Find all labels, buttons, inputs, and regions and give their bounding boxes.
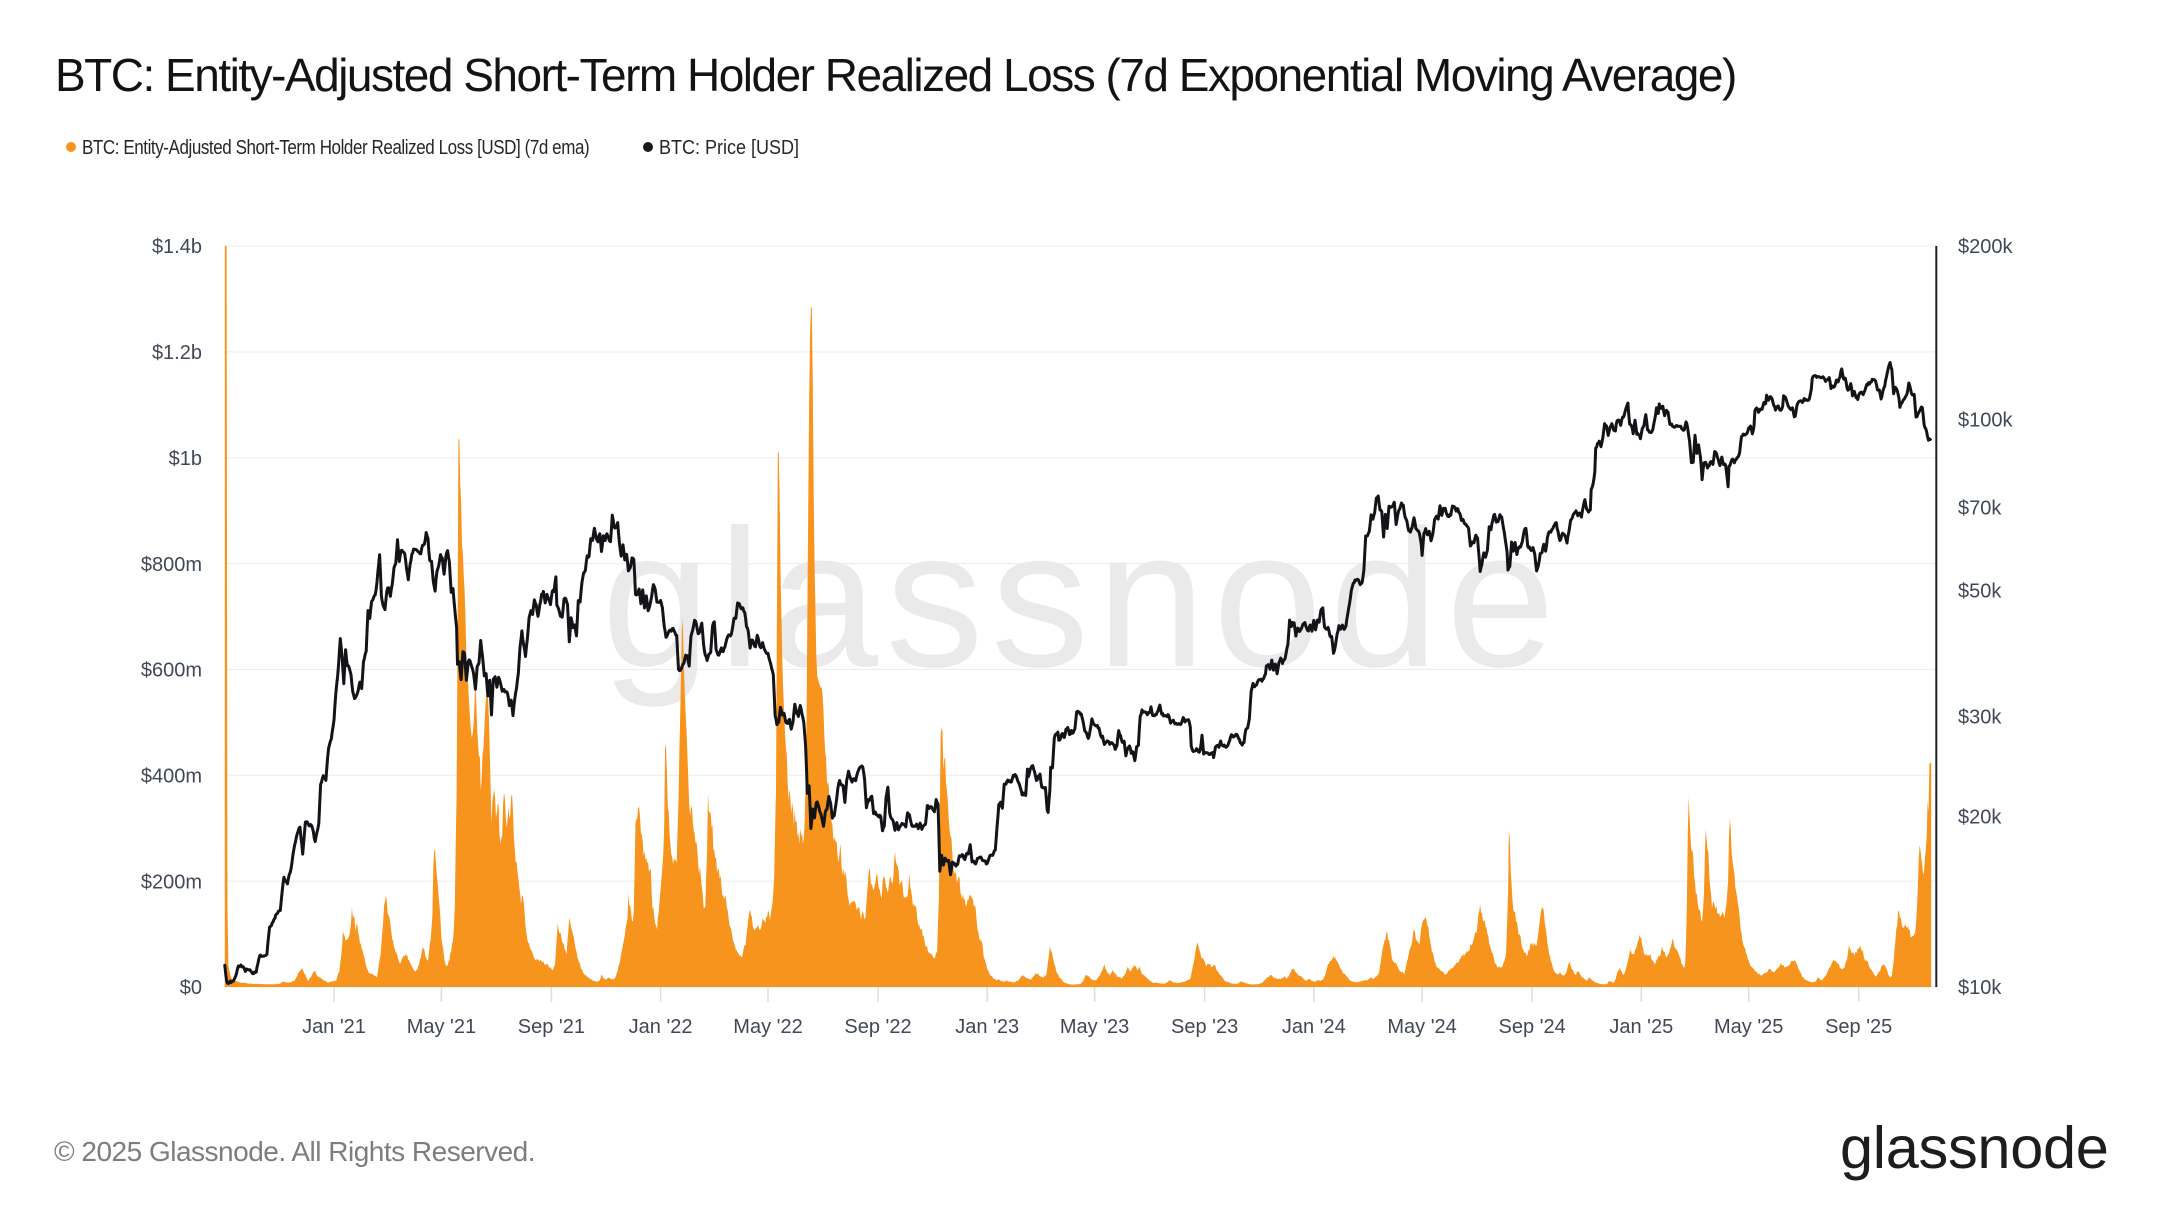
svg-text:$30k: $30k (1958, 706, 2002, 728)
svg-text:$100k: $100k (1958, 409, 2013, 431)
svg-text:glassnode: glassnode (601, 489, 1562, 708)
svg-text:Sep '23: Sep '23 (1171, 1016, 1238, 1038)
svg-text:$0: $0 (180, 977, 202, 999)
svg-text:$10k: $10k (1958, 977, 2002, 999)
svg-text:$200m: $200m (141, 871, 202, 893)
svg-text:$1b: $1b (169, 448, 202, 470)
svg-text:$200k: $200k (1958, 236, 2013, 258)
svg-text:$20k: $20k (1958, 806, 2002, 828)
svg-text:Jan '23: Jan '23 (955, 1016, 1019, 1038)
svg-text:May '23: May '23 (1060, 1016, 1129, 1038)
svg-text:May '21: May '21 (407, 1016, 476, 1038)
svg-text:$1.2b: $1.2b (152, 342, 202, 364)
svg-text:Jan '22: Jan '22 (629, 1016, 693, 1038)
svg-text:$600m: $600m (141, 660, 202, 682)
svg-text:Jan '21: Jan '21 (302, 1016, 366, 1038)
svg-text:$70k: $70k (1958, 497, 2002, 519)
svg-text:$400m: $400m (141, 766, 202, 788)
svg-text:May '22: May '22 (733, 1016, 802, 1038)
svg-text:$50k: $50k (1958, 580, 2002, 602)
svg-text:Jan '24: Jan '24 (1282, 1016, 1346, 1038)
svg-text:$1.4b: $1.4b (152, 236, 202, 258)
svg-text:$800m: $800m (141, 554, 202, 576)
svg-text:Sep '25: Sep '25 (1825, 1016, 1892, 1038)
svg-text:Sep '24: Sep '24 (1498, 1016, 1565, 1038)
svg-text:Jan '25: Jan '25 (1609, 1016, 1673, 1038)
svg-text:May '25: May '25 (1714, 1016, 1783, 1038)
svg-text:Sep '22: Sep '22 (844, 1016, 911, 1038)
svg-text:May '24: May '24 (1387, 1016, 1456, 1038)
svg-text:Sep '21: Sep '21 (518, 1016, 585, 1038)
